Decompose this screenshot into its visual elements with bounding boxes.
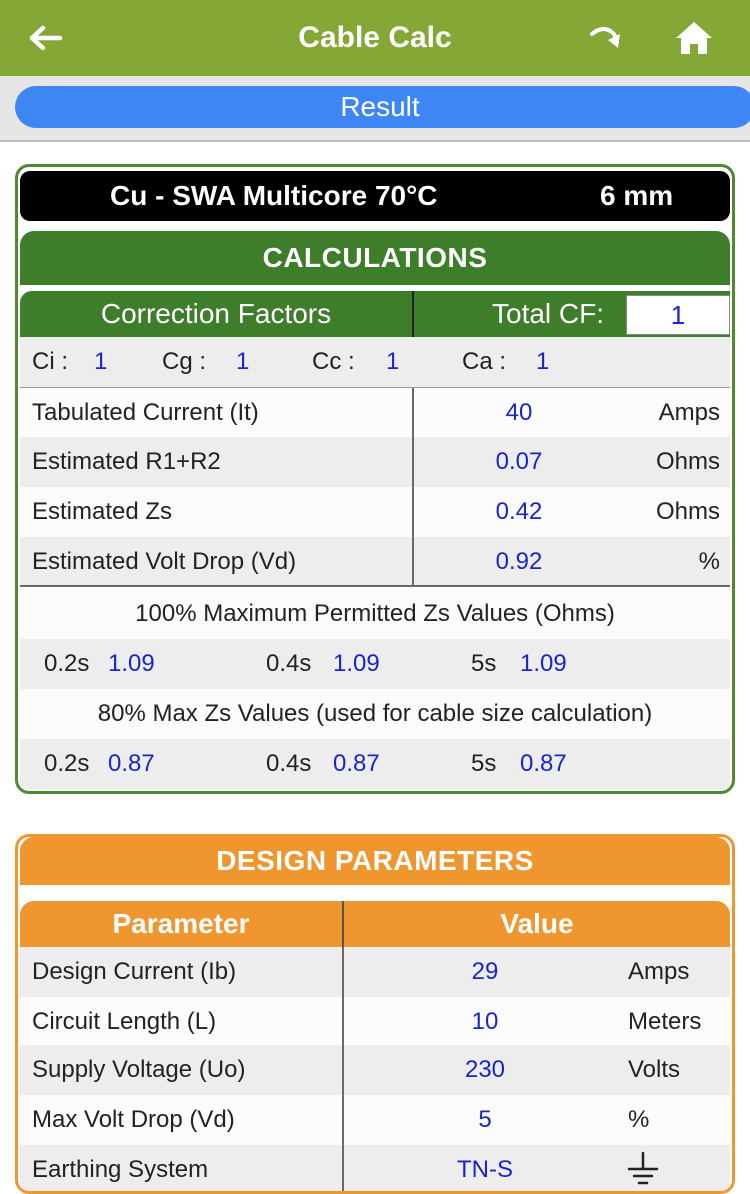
row-value: 0.07	[495, 448, 543, 475]
total-cf: Total CF: 1	[414, 291, 730, 337]
value-column-header: Value	[500, 908, 574, 939]
column-divider	[342, 901, 344, 947]
zs-80-value: 0.87	[520, 750, 567, 777]
cable-name: Cu - SWA Multicore 70°C	[110, 180, 438, 211]
column-divider	[342, 947, 344, 997]
zs-100-label: 0.2s	[44, 650, 90, 677]
zs-100-title: 100% Maximum Permitted Zs Values (Ohms)	[135, 600, 615, 627]
correction-factors-row: Ci : 1 Cg : 1 Cc : 1 Ca : 1	[20, 337, 730, 387]
cc-label: Cc :	[312, 348, 355, 375]
zs-80-label: 0.4s	[266, 750, 312, 777]
column-divider	[412, 388, 414, 438]
correction-factors-header: Correction Factors Total CF: 1	[20, 291, 730, 337]
correction-factors-label: Correction Factors	[20, 291, 414, 337]
arrow-left-icon[interactable]	[26, 20, 66, 56]
column-divider	[342, 1145, 344, 1191]
design-table-header: Parameter Value	[20, 901, 730, 947]
row-label: Estimated Zs	[32, 498, 173, 525]
row-value: 0.42	[495, 498, 543, 525]
row-label: Earthing System	[32, 1156, 209, 1183]
page-title: Cable Calc	[298, 21, 452, 54]
row-label: Estimated R1+R2	[32, 448, 221, 475]
calculations-card: Cu - SWA Multicore 70°C 6 mm CALCULATION…	[15, 164, 735, 794]
column-divider	[412, 437, 414, 487]
row-unit: Ohms	[655, 498, 720, 525]
result-button[interactable]: Result	[15, 86, 750, 128]
table-row: Estimated Volt Drop (Vd) 0.92 %	[20, 537, 730, 587]
zs-100-label: 5s	[471, 650, 497, 677]
total-cf-label: Total CF:	[492, 298, 605, 329]
zs-80-values-row: 0.2s 0.87 0.4s 0.87 5s 0.87	[20, 739, 730, 789]
table-row[interactable]: Supply Voltage (Uo) 230 Volts	[20, 1045, 730, 1095]
row-value: 40	[505, 399, 533, 426]
zs-80-label: 5s	[471, 750, 497, 777]
zs-100-title-row: 100% Maximum Permitted Zs Values (Ohms)	[20, 589, 730, 639]
zs-100-value: 1.09	[520, 650, 567, 677]
row-value: 29	[471, 958, 499, 985]
row-label: Supply Voltage (Uo)	[32, 1056, 246, 1083]
design-parameters-title: DESIGN PARAMETERS	[20, 837, 730, 885]
row-value: 230	[464, 1056, 506, 1083]
table-row: Tabulated Current (It) 40 Amps	[20, 387, 730, 438]
row-unit: %	[628, 1106, 650, 1133]
zs-80-title: 80% Max Zs Values (used for cable size c…	[97, 700, 653, 727]
top-bar: Cable Calc	[0, 0, 750, 76]
calculations-title: CALCULATIONS	[20, 231, 730, 285]
zs-80-title-row: 80% Max Zs Values (used for cable size c…	[20, 689, 730, 739]
zs-100-value: 1.09	[333, 650, 380, 677]
zs-80-value: 0.87	[333, 750, 380, 777]
table-row[interactable]: Circuit Length (L) 10 Meters	[20, 997, 730, 1047]
zs-100-values-row: 0.2s 1.09 0.4s 1.09 5s 1.09	[20, 639, 730, 689]
total-cf-value: 1	[626, 295, 730, 335]
row-unit: Amps	[658, 399, 720, 426]
redo-arrow-icon[interactable]	[586, 20, 626, 56]
table-row[interactable]: Max Volt Drop (Vd) 5 %	[20, 1095, 730, 1145]
row-unit: Meters	[628, 1008, 702, 1035]
row-value: 5	[478, 1106, 492, 1133]
home-icon[interactable]	[672, 18, 716, 58]
row-label: Tabulated Current (It)	[32, 399, 259, 426]
zs-100-label: 0.4s	[266, 650, 312, 677]
earth-ground-icon	[627, 1151, 659, 1185]
column-divider	[342, 1095, 344, 1145]
cable-size: 6 mm	[600, 180, 674, 211]
row-value: 10	[471, 1008, 499, 1035]
row-unit: Ohms	[655, 448, 720, 475]
ci-label: Ci :	[32, 348, 68, 375]
row-label: Circuit Length (L)	[32, 1008, 217, 1035]
cg-value: 1	[236, 348, 250, 375]
column-divider	[342, 997, 344, 1047]
row-unit: %	[698, 548, 720, 575]
cc-value: 1	[386, 348, 400, 375]
row-unit: Volts	[628, 1056, 681, 1083]
table-row[interactable]: Earthing System TN-S	[20, 1145, 730, 1191]
ci-value: 1	[94, 348, 108, 375]
zs-80-value: 0.87	[108, 750, 155, 777]
design-parameters-card: DESIGN PARAMETERS Parameter Value Design…	[15, 834, 735, 1194]
row-unit: Amps	[628, 958, 690, 985]
table-row[interactable]: Design Current (Ib) 29 Amps	[20, 947, 730, 997]
column-divider	[412, 537, 414, 587]
table-row: Estimated R1+R2 0.07 Ohms	[20, 437, 730, 487]
column-divider	[342, 1045, 344, 1095]
zs-80-label: 0.2s	[44, 750, 90, 777]
result-bar: Result	[0, 76, 750, 142]
cable-header: Cu - SWA Multicore 70°C 6 mm	[20, 171, 730, 221]
ca-value: 1	[536, 348, 550, 375]
row-label: Estimated Volt Drop (Vd)	[32, 548, 297, 575]
cg-label: Cg :	[162, 348, 207, 375]
parameter-column-header: Parameter	[112, 908, 250, 939]
row-label: Design Current (Ib)	[32, 958, 237, 985]
column-divider	[412, 487, 414, 537]
row-label: Max Volt Drop (Vd)	[32, 1106, 235, 1133]
table-row: Estimated Zs 0.42 Ohms	[20, 487, 730, 537]
row-value: 0.92	[495, 548, 543, 575]
row-value: TN-S	[457, 1156, 513, 1183]
ca-label: Ca :	[462, 348, 507, 375]
zs-100-value: 1.09	[108, 650, 155, 677]
